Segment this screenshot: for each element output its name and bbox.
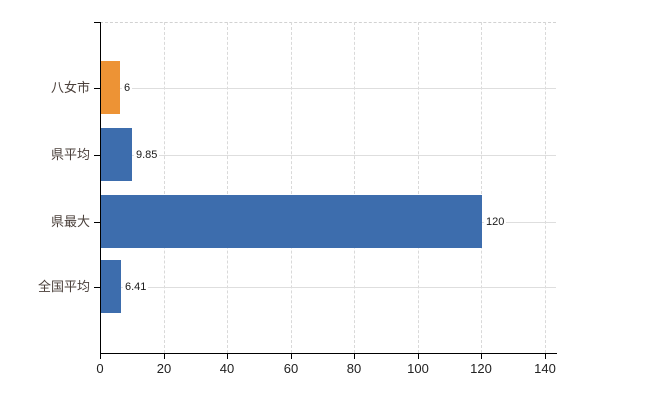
x-tick-mark [227,354,228,359]
x-gridline [227,22,228,353]
x-tick-label: 0 [96,361,104,376]
bar [101,195,482,248]
bar-value-label: 120 [484,215,507,229]
y-tick-mark [94,155,100,156]
x-axis-line [100,353,557,354]
y-tick-mark [94,287,100,288]
plot-top-border [100,22,556,23]
bar [101,260,121,313]
x-tick-label: 20 [156,361,172,376]
x-tick-mark [164,354,165,359]
x-tick-mark [100,354,101,359]
category-gridline [101,88,556,89]
y-axis-line [100,22,101,354]
bar-value-label: 9.85 [134,148,160,162]
x-gridline [481,22,482,353]
x-tick-label: 140 [534,361,556,376]
category-label: 県最大 [50,214,90,229]
x-tick-mark [354,354,355,359]
x-tick-mark [291,354,292,359]
x-tick-label: 40 [219,361,235,376]
x-gridline [418,22,419,353]
y-tick-mark [94,88,100,89]
y-tick-mark [94,222,100,223]
category-label: 県平均 [50,147,90,162]
x-gridline [164,22,165,353]
x-tick-label: 80 [346,361,362,376]
x-gridline [354,22,355,353]
category-label: 八女市 [50,80,90,95]
x-tick-label: 60 [283,361,299,376]
category-gridline [101,155,556,156]
bar-value-label: 6 [122,81,133,95]
category-gridline [101,287,556,288]
x-tick-mark [545,354,546,359]
x-tick-label: 120 [470,361,492,376]
category-label: 全国平均 [37,279,90,294]
bar [101,61,120,114]
y-axis-top-tick [94,22,100,23]
x-gridline [291,22,292,353]
bar [101,128,132,181]
x-tick-label: 100 [407,361,429,376]
x-tick-mark [481,354,482,359]
bar-value-label: 6.41 [123,280,149,294]
x-gridline [545,22,546,353]
x-tick-mark [418,354,419,359]
